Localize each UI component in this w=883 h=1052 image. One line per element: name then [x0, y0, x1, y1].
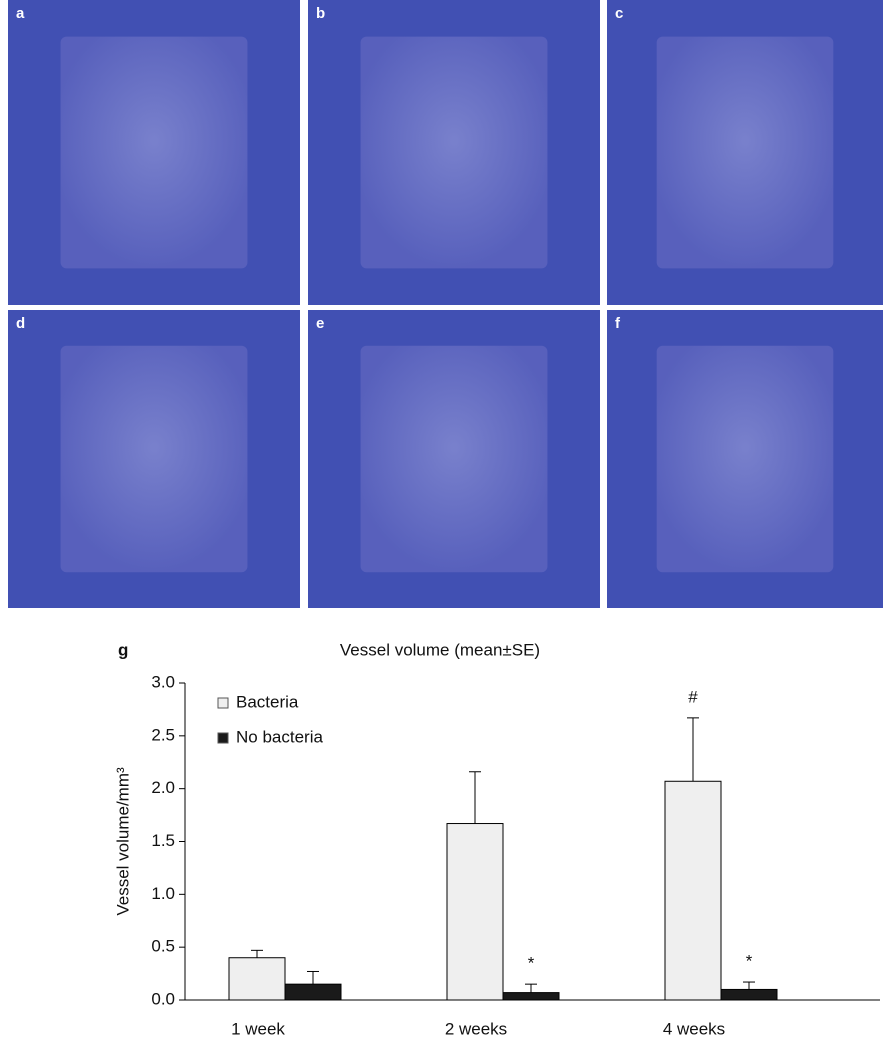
y-tick-label: 1.0	[151, 884, 175, 903]
specimen	[656, 36, 834, 269]
annotation: #	[688, 687, 698, 706]
x-tick-label: 2 weeks	[445, 1019, 507, 1038]
specimen	[60, 36, 248, 269]
annotation: *	[528, 954, 535, 973]
panel-label: f	[615, 315, 621, 332]
specimen	[60, 345, 248, 573]
y-tick-label: 2.5	[151, 725, 175, 744]
bar	[720, 988, 778, 1001]
bar	[284, 983, 342, 1001]
x-tick-label: 4 weeks	[663, 1019, 725, 1038]
legend-label: Bacteria	[236, 692, 299, 711]
specimen	[360, 36, 548, 269]
y-tick-label: 0.5	[151, 937, 175, 956]
legend-label: No bacteria	[236, 727, 323, 746]
y-tick-label: 0.0	[151, 989, 175, 1008]
bar	[664, 780, 722, 1001]
specimen	[360, 345, 548, 573]
y-tick-label: 1.5	[151, 831, 175, 850]
specimen	[656, 345, 834, 573]
panel-label: e	[316, 315, 324, 332]
panel-label: g	[118, 640, 128, 659]
legend-swatch	[217, 697, 229, 709]
y-tick-label: 2.0	[151, 778, 175, 797]
y-tick-label: 3.0	[151, 672, 175, 691]
legend-swatch	[217, 732, 229, 744]
bar	[446, 823, 504, 1001]
panel-label: d	[16, 315, 25, 332]
bar	[228, 957, 286, 1001]
panel-label: a	[16, 5, 25, 22]
annotation: *	[746, 952, 753, 971]
bar	[502, 992, 560, 1001]
y-axis-label: Vessel volume/mm³	[113, 767, 132, 916]
panel-label: c	[615, 5, 623, 22]
x-tick-label: 1 week	[231, 1019, 285, 1038]
panel-label: b	[316, 5, 325, 22]
chart-title: Vessel volume (mean±SE)	[340, 640, 540, 659]
